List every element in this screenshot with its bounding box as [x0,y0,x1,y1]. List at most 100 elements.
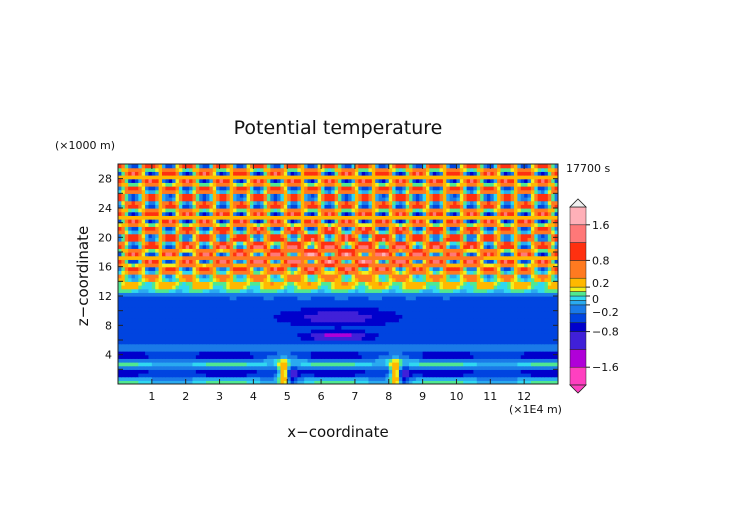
heatmap-cell [158,252,163,257]
heatmap-cell [419,244,424,249]
heatmap-cell [486,263,491,268]
heatmap-cell [192,274,197,279]
heatmap-cell [307,292,312,297]
heatmap-cell [253,347,258,352]
heatmap-cell [361,369,366,374]
heatmap-cell [222,329,227,334]
heatmap-cell [121,329,126,334]
heatmap-cell [216,314,221,319]
heatmap-cell [192,299,197,304]
heatmap-cell [415,354,420,359]
heatmap-cell [392,288,397,293]
heatmap-cell [500,373,505,378]
heatmap-cell [480,244,485,249]
heatmap-cell [436,321,441,326]
heatmap-cell [158,351,163,356]
heatmap-cell [398,329,403,334]
heatmap-cell [385,362,390,367]
heatmap-cell [243,347,248,352]
heatmap-cell [290,314,295,319]
heatmap-cell [500,362,505,367]
heatmap-cell [239,288,244,293]
heatmap-cell [145,244,150,249]
heatmap-cell [206,314,210,319]
heatmap-cell [280,343,285,348]
heatmap-cell [334,376,339,381]
heatmap-cell [547,325,552,330]
heatmap-cell [283,314,288,319]
heatmap-cell [493,248,498,253]
heatmap-cell [398,274,403,279]
heatmap-cell [307,318,312,323]
heatmap-cell [118,347,122,352]
heatmap-cell [365,329,370,334]
heatmap-cell [507,263,512,268]
heatmap-cell [446,277,451,282]
heatmap-cell [432,343,437,348]
heatmap-cell [192,248,197,253]
heatmap-cell [344,314,349,319]
heatmap-cell [500,318,505,323]
heatmap-cell [510,376,515,381]
heatmap-cell [398,244,403,249]
heatmap-cell [537,340,542,345]
heatmap-cell [256,347,261,352]
heatmap-cell [446,299,451,304]
heatmap-cell [165,248,170,253]
heatmap-cell [266,365,271,370]
heatmap-cell [202,252,207,257]
heatmap-cell [226,241,231,246]
heatmap-cell [534,343,539,348]
heatmap-cell [304,343,309,348]
heatmap-cell [520,255,525,260]
heatmap-cell [172,270,177,275]
heatmap-cell [297,380,302,384]
heatmap-cell [503,281,508,286]
heatmap-cell [168,365,173,370]
heatmap-cell [236,303,241,308]
heatmap-cell [439,288,444,293]
heatmap-cell [324,321,329,326]
heatmap-cell [459,303,464,308]
heatmap-cell [219,362,224,367]
heatmap-cell [500,292,505,297]
heatmap-cell [175,332,180,337]
heatmap-cell [199,281,204,286]
heatmap-cell [395,270,400,275]
heatmap-cell [212,332,217,337]
heatmap-cell [551,376,556,381]
heatmap-cell [344,373,349,378]
heatmap-cell [375,365,380,370]
heatmap-cell [199,277,204,282]
heatmap-cell [415,270,420,275]
heatmap-cell [422,270,427,275]
heatmap-cell [382,266,386,271]
heatmap-cell [392,369,397,374]
heatmap-cell [385,296,390,301]
heatmap-cell [459,292,464,297]
heatmap-cell [175,362,180,367]
heatmap-cell [219,347,224,352]
heatmap-cell [365,266,370,271]
heatmap-cell [371,303,376,308]
heatmap-cell [151,329,156,334]
heatmap-cell [493,288,498,293]
heatmap-cell [412,325,417,330]
heatmap-cell [219,318,224,323]
heatmap-cell [368,307,373,312]
heatmap-cell [314,292,319,297]
heatmap-cell [541,318,546,323]
heatmap-cell [358,307,363,312]
heatmap-cell [222,343,227,348]
heatmap-cell [148,299,153,304]
heatmap-cell [277,358,282,363]
heatmap-cell [277,362,282,367]
heatmap-cell [446,259,451,264]
heatmap-cell [314,332,319,337]
heatmap-cell [260,263,265,268]
heatmap-cell [297,318,302,323]
heatmap-cell [480,274,485,279]
heatmap-cell [422,299,427,304]
heatmap-cell [145,259,150,264]
heatmap-cell [388,310,393,315]
